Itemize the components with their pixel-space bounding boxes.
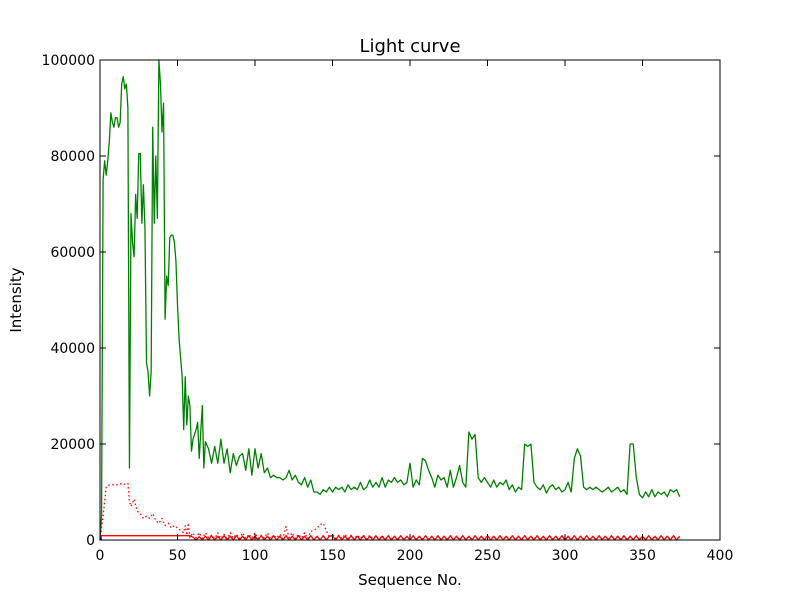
x-axis-ticks: 0 50 100 150 200 250 300 350 400 [96, 60, 734, 564]
y-tick-label: 80000 [50, 149, 95, 165]
y-tick-label: 20000 [50, 437, 95, 453]
chart-title: Light curve [359, 36, 460, 57]
x-tick-label: 300 [552, 548, 579, 564]
y-axis-label: Intensity [7, 267, 25, 332]
series-line-2 [99, 482, 681, 541]
y-tick-label: 100000 [42, 53, 95, 69]
series-line-1 [99, 59, 681, 541]
x-tick-label: 250 [474, 548, 501, 564]
y-tick-label: 0 [86, 533, 95, 549]
y-axis-ticks: 0 20000 40000 60000 80000 100000 [42, 53, 720, 549]
x-tick-label: 0 [96, 548, 105, 564]
x-tick-label: 50 [169, 548, 187, 564]
x-tick-label: 350 [629, 548, 656, 564]
x-tick-label: 400 [707, 548, 734, 564]
x-tick-label: 200 [397, 548, 424, 564]
y-tick-label: 40000 [50, 341, 95, 357]
y-tick-label: 60000 [50, 245, 95, 261]
x-tick-label: 100 [242, 548, 269, 564]
x-tick-label: 150 [319, 548, 346, 564]
x-axis-label: Sequence No. [358, 571, 462, 589]
